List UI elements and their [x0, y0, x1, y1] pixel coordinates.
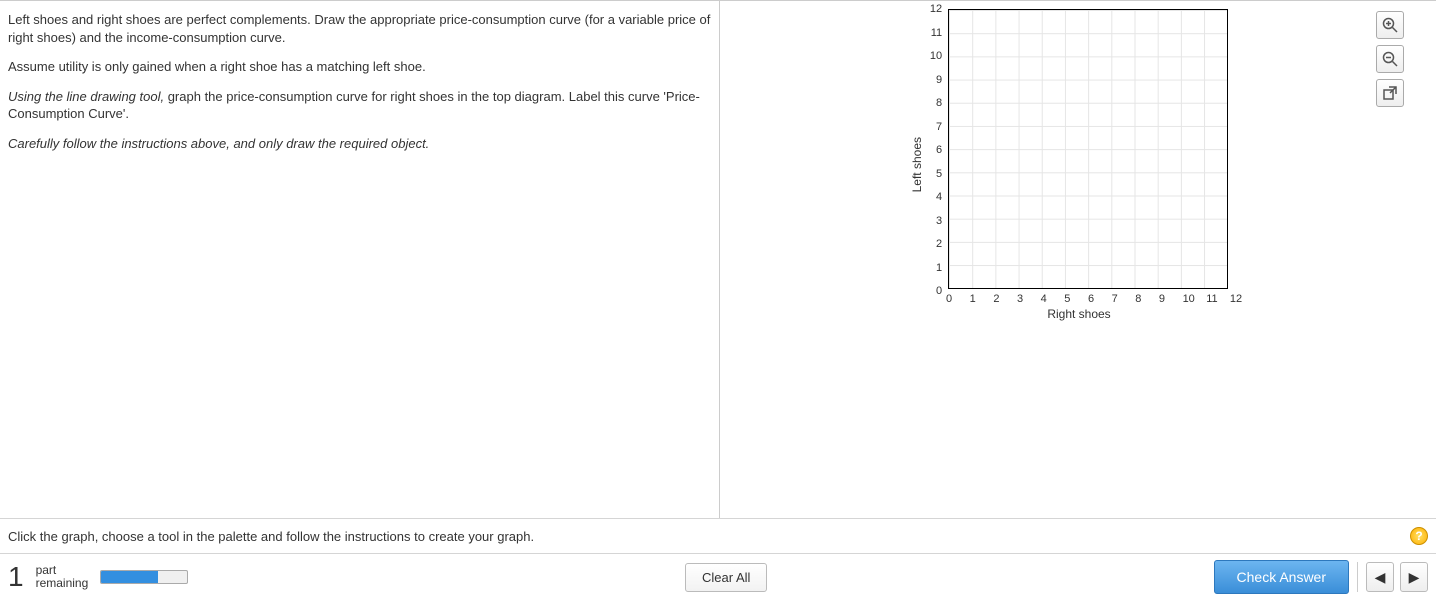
italic-fragment: Using the line drawing tool,: [8, 89, 164, 104]
hint-bar: Click the graph, choose a tool in the pa…: [0, 518, 1436, 554]
question-pane: Left shoes and right shoes are perfect c…: [0, 1, 720, 518]
parts-remaining-number: 1: [8, 561, 24, 593]
prev-button[interactable]: ◀: [1366, 562, 1394, 592]
parts-remaining-label: part remaining: [36, 564, 89, 590]
text-fragment: remaining: [36, 577, 89, 590]
y-axis-label: Left shoes: [910, 137, 924, 192]
check-answer-button[interactable]: Check Answer: [1214, 560, 1349, 594]
hint-text: Click the graph, choose a tool in the pa…: [8, 529, 534, 544]
zoom-out-icon[interactable]: [1376, 45, 1404, 73]
plot-row: 12 11 10 9 8 7 6 5 4 3 2 1 0: [930, 9, 1228, 291]
footer-right-group: Check Answer ◀ ▶: [1214, 560, 1428, 594]
graph-pane: Left shoes 12 11 10 9 8 7 6 5 4 3 2: [720, 1, 1416, 518]
x-ticks: 0 1 2 3 4 5 6 7 8 9 10 11 12: [946, 293, 1230, 305]
next-button[interactable]: ▶: [1400, 562, 1428, 592]
y-ticks: 12 11 10 9 8 7 6 5 4 3 2 1 0: [930, 9, 946, 291]
help-icon[interactable]: ?: [1410, 527, 1428, 545]
plot-column: 12 11 10 9 8 7 6 5 4 3 2 1 0: [928, 9, 1230, 321]
progress-fill: [101, 571, 158, 583]
zoom-in-icon[interactable]: [1376, 11, 1404, 39]
question-paragraph: Assume utility is only gained when a rig…: [8, 58, 711, 76]
question-paragraph: Carefully follow the instructions above,…: [8, 135, 711, 153]
graph-toolbar: [1376, 11, 1404, 107]
plot-area[interactable]: [948, 9, 1228, 289]
content-area: Left shoes and right shoes are perfect c…: [0, 0, 1436, 518]
footer-bar: 1 part remaining Clear All Check Answer …: [0, 554, 1436, 600]
question-paragraph: Using the line drawing tool, graph the p…: [8, 88, 711, 123]
chart-container: Left shoes 12 11 10 9 8 7 6 5 4 3 2: [910, 9, 1230, 321]
clear-all-button[interactable]: Clear All: [685, 563, 767, 592]
question-paragraph: Left shoes and right shoes are perfect c…: [8, 11, 711, 46]
progress-bar: [100, 570, 188, 584]
x-axis-label: Right shoes: [1047, 307, 1110, 321]
divider: [1357, 562, 1358, 592]
popout-icon[interactable]: [1376, 79, 1404, 107]
